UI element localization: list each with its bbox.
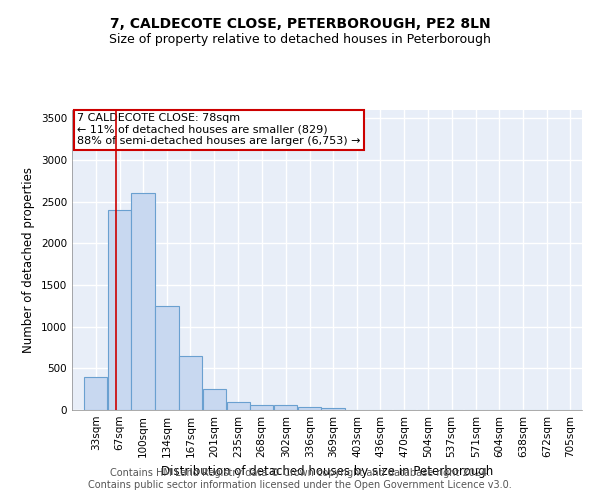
Text: Size of property relative to detached houses in Peterborough: Size of property relative to detached ho… <box>109 32 491 46</box>
X-axis label: Distribution of detached houses by size in Peterborough: Distribution of detached houses by size … <box>161 466 493 478</box>
Bar <box>108 210 131 410</box>
Bar <box>203 389 226 410</box>
Bar <box>155 306 179 410</box>
Bar <box>298 406 322 410</box>
Bar <box>84 376 107 410</box>
Bar <box>274 405 298 410</box>
Bar <box>250 405 274 410</box>
Text: 7 CALDECOTE CLOSE: 78sqm
← 11% of detached houses are smaller (829)
88% of semi-: 7 CALDECOTE CLOSE: 78sqm ← 11% of detach… <box>77 113 361 146</box>
Text: 7, CALDECOTE CLOSE, PETERBOROUGH, PE2 8LN: 7, CALDECOTE CLOSE, PETERBOROUGH, PE2 8L… <box>110 18 490 32</box>
Bar <box>227 402 250 410</box>
Bar <box>179 356 202 410</box>
Text: Contains HM Land Registry data © Crown copyright and database right 2024.
Contai: Contains HM Land Registry data © Crown c… <box>88 468 512 490</box>
Y-axis label: Number of detached properties: Number of detached properties <box>22 167 35 353</box>
Bar <box>131 194 155 410</box>
Bar <box>322 408 344 410</box>
